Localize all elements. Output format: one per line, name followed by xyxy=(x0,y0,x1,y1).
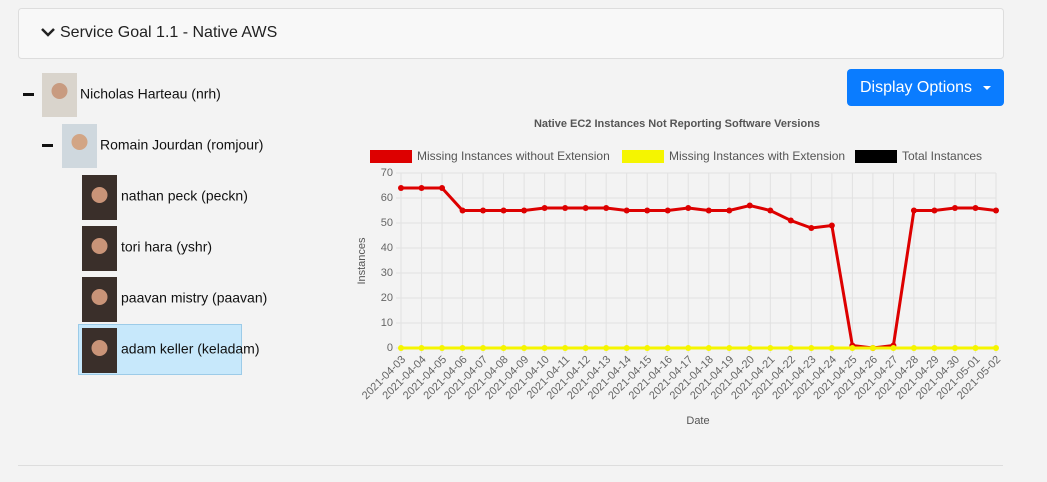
x-axis-label: Date xyxy=(686,415,709,427)
tree-node[interactable]: paavan mistry (paavan) xyxy=(121,290,267,306)
data-point xyxy=(439,345,446,351)
data-point xyxy=(746,345,753,351)
y-tick-label: 20 xyxy=(381,292,393,304)
data-point xyxy=(541,205,548,211)
data-point xyxy=(828,345,835,351)
caret xyxy=(983,86,991,90)
data-point xyxy=(993,345,999,351)
data-point xyxy=(398,345,404,351)
avatar-face xyxy=(71,134,88,150)
y-tick-label: 70 xyxy=(381,167,393,179)
data-point xyxy=(931,207,938,214)
data-point xyxy=(480,207,487,214)
data-point xyxy=(685,205,692,211)
data-point xyxy=(439,185,446,191)
avatar-face xyxy=(91,289,108,305)
data-point xyxy=(459,207,466,214)
data-point xyxy=(623,207,630,214)
data-point xyxy=(746,202,753,209)
data-point xyxy=(705,207,712,214)
legend-label: Missing Instances without Extension xyxy=(417,149,610,163)
data-point xyxy=(767,345,774,351)
data-point xyxy=(685,345,692,351)
data-point xyxy=(541,345,548,351)
chart-title: Native EC2 Instances Not Reporting Softw… xyxy=(534,118,820,130)
data-point xyxy=(931,345,938,351)
header-panel[interactable] xyxy=(18,8,1004,59)
y-tick-label: 0 xyxy=(387,342,393,354)
data-point xyxy=(705,345,712,351)
data-point xyxy=(623,345,630,351)
legend-label: Missing Instances with Extension xyxy=(669,149,845,163)
data-point xyxy=(910,207,917,214)
data-point xyxy=(726,345,733,351)
avatar-face xyxy=(91,340,108,356)
data-point xyxy=(582,345,589,351)
data-point xyxy=(562,205,569,211)
data-point xyxy=(398,185,404,191)
data-point xyxy=(808,225,815,231)
button-label: Display Options xyxy=(860,79,972,96)
data-point xyxy=(521,345,528,351)
collapse-icon[interactable] xyxy=(42,144,53,147)
data-point xyxy=(726,207,733,214)
data-point xyxy=(808,345,815,351)
data-point xyxy=(972,345,979,351)
data-point xyxy=(418,345,425,351)
data-point xyxy=(644,345,651,351)
data-point xyxy=(459,345,466,351)
legend-swatch xyxy=(855,150,897,163)
legend-swatch xyxy=(370,150,412,163)
data-point xyxy=(664,345,671,351)
data-point xyxy=(869,345,876,351)
data-point xyxy=(582,205,589,211)
data-point xyxy=(521,207,528,214)
collapse-icon[interactable] xyxy=(23,93,34,96)
data-point xyxy=(787,345,794,351)
header-title: Service Goal 1.1 - Native AWS xyxy=(60,24,277,41)
data-point xyxy=(951,205,958,211)
tree-node[interactable]: Nicholas Harteau (nrh) xyxy=(80,86,221,102)
legend-label: Total Instances xyxy=(902,149,982,163)
tree-node[interactable]: tori hara (yshr) xyxy=(121,239,212,255)
y-tick-label: 60 xyxy=(381,192,393,204)
data-point xyxy=(910,345,917,351)
y-tick-label: 10 xyxy=(381,317,393,329)
data-point xyxy=(562,345,569,351)
data-point xyxy=(787,217,794,224)
y-tick-label: 40 xyxy=(381,242,393,254)
tree-node[interactable]: nathan peck (peckn) xyxy=(121,188,248,204)
data-point xyxy=(500,207,507,214)
chevron xyxy=(41,28,55,37)
data-point xyxy=(951,345,958,351)
display-options-button[interactable] xyxy=(847,69,1004,106)
avatar-face xyxy=(91,238,108,254)
data-point xyxy=(993,207,999,214)
data-point xyxy=(664,207,671,214)
data-point xyxy=(500,345,507,351)
data-point xyxy=(767,207,774,214)
y-axis-label: Instances xyxy=(356,237,368,285)
data-point xyxy=(828,222,835,229)
data-point xyxy=(972,205,979,211)
data-point xyxy=(418,185,425,191)
data-point xyxy=(603,345,610,351)
data-point xyxy=(603,205,610,211)
series-line xyxy=(401,186,997,350)
avatar-face xyxy=(51,83,68,99)
tree-node[interactable]: adam keller (keladam) xyxy=(121,341,260,357)
y-tick-label: 30 xyxy=(381,267,393,279)
data-point xyxy=(849,345,856,351)
data-point xyxy=(480,345,487,351)
data-point xyxy=(644,207,651,214)
avatar-face xyxy=(91,187,108,203)
tree-node[interactable]: Romain Jourdan (romjour) xyxy=(100,137,263,153)
data-point xyxy=(890,345,897,351)
y-tick-label: 50 xyxy=(381,217,393,229)
legend-swatch xyxy=(622,150,664,163)
